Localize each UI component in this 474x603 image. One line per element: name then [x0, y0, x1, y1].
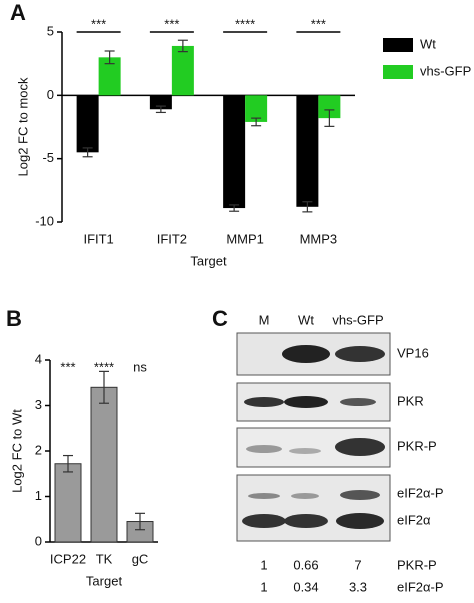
error-bar [324, 109, 335, 127]
error-bar [63, 454, 73, 473]
band [284, 396, 328, 408]
band-label: eIF2α-P [397, 485, 444, 500]
y-tick-label: 1 [35, 488, 42, 503]
bar [245, 95, 268, 122]
panel-label: B [6, 306, 22, 331]
band [340, 398, 376, 406]
x-axis-label: Target [190, 253, 227, 268]
error-bar [229, 204, 240, 212]
blot-images [236, 332, 391, 542]
quant-value: 0.34 [293, 579, 318, 594]
lane-label: Wt [298, 312, 314, 327]
panel-label: C [212, 306, 228, 331]
band [291, 493, 319, 499]
band-label: VP16 [397, 345, 429, 360]
y-axis-label: Log2 FC to Wt [9, 409, 24, 493]
y-tick-label: -10 [35, 213, 54, 228]
y-tick-label: 0 [35, 533, 42, 548]
annotation: *** [91, 16, 106, 31]
error-bar [104, 50, 115, 65]
legend-swatch [383, 65, 413, 79]
x-tick-label: MMP3 [300, 231, 338, 246]
band [335, 346, 385, 362]
quant-label: eIF2α-P [397, 579, 444, 594]
y-tick-label: 3 [35, 397, 42, 412]
x-tick-label: gC [132, 551, 149, 566]
legend-label: vhs-GFP [420, 63, 471, 78]
quant-value: 1 [260, 557, 267, 572]
quant-value: 3.3 [349, 579, 367, 594]
annotation: **** [94, 359, 114, 374]
error-bar [155, 105, 166, 114]
annotation: **** [235, 16, 255, 31]
x-tick-label: IFIT2 [157, 231, 187, 246]
error-bar [177, 39, 188, 53]
error-bar [82, 147, 93, 158]
x-axis-label: Target [86, 573, 123, 588]
band [282, 345, 330, 363]
quant-value: 1 [260, 579, 267, 594]
bar [76, 95, 99, 153]
bar [318, 95, 341, 119]
y-tick-label: 2 [35, 442, 42, 457]
error-bar [99, 370, 109, 404]
band [289, 448, 321, 454]
bar [149, 95, 172, 110]
band [242, 514, 286, 528]
lane-label: M [259, 312, 270, 327]
error-bar [135, 512, 145, 531]
y-tick-label: 0 [47, 87, 54, 102]
band-label: PKR-P [397, 438, 437, 453]
error-bar [302, 201, 313, 213]
blot-box [236, 474, 391, 542]
y-tick-label: 5 [47, 23, 54, 38]
band [284, 514, 328, 528]
band-label: eIF2α [397, 512, 431, 527]
y-axis-label: Log2 FC to mock [15, 77, 30, 176]
panel-label: A [10, 0, 26, 25]
x-tick-label: ICP22 [50, 551, 86, 566]
annotation: ns [133, 359, 147, 374]
x-tick-label: IFIT1 [83, 231, 113, 246]
legend-swatch [383, 38, 413, 52]
x-tick-label: TK [96, 551, 113, 566]
lane-label: vhs-GFP [332, 312, 383, 327]
annotation: *** [164, 16, 179, 31]
bar [98, 57, 121, 96]
bar [296, 95, 319, 207]
bar [90, 386, 118, 543]
legend-label: Wt [420, 36, 436, 51]
band [335, 438, 385, 456]
band [248, 493, 280, 499]
error-bar [251, 117, 262, 127]
quant-value: 7 [354, 557, 361, 572]
bar [54, 463, 82, 543]
y-tick-label: 4 [35, 351, 42, 366]
band [336, 513, 384, 529]
band [246, 445, 282, 453]
bar [171, 45, 194, 96]
y-tick-label: -5 [42, 150, 54, 165]
bar [223, 95, 246, 209]
band-label: PKR [397, 393, 424, 408]
band [340, 490, 380, 500]
annotation: *** [311, 16, 326, 31]
annotation: *** [60, 359, 75, 374]
band [244, 397, 284, 407]
quant-value: 0.66 [293, 557, 318, 572]
quant-label: PKR-P [397, 557, 437, 572]
x-tick-label: MMP1 [226, 231, 264, 246]
